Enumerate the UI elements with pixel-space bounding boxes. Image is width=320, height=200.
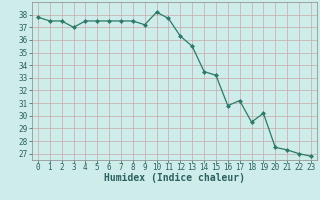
X-axis label: Humidex (Indice chaleur): Humidex (Indice chaleur) bbox=[104, 173, 245, 183]
